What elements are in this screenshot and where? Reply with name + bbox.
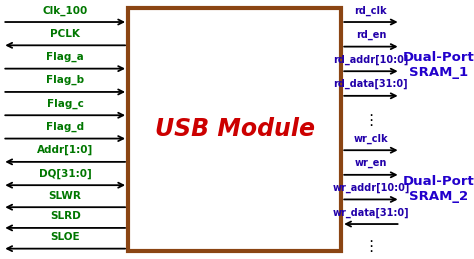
FancyBboxPatch shape [128, 8, 341, 251]
Text: SLRD: SLRD [50, 211, 81, 221]
Text: PCLK: PCLK [50, 29, 80, 39]
Text: Clk_100: Clk_100 [43, 5, 88, 16]
Text: rd_en: rd_en [356, 30, 386, 40]
Text: DQ[31:0]: DQ[31:0] [39, 168, 91, 179]
Text: rd_clk: rd_clk [355, 5, 387, 16]
Text: Dual-Port
SRAM_1: Dual-Port SRAM_1 [402, 51, 474, 79]
Text: rd_data[31:0]: rd_data[31:0] [334, 79, 408, 89]
Text: Addr[1:0]: Addr[1:0] [37, 145, 93, 155]
Text: Flag_c: Flag_c [47, 98, 83, 109]
Text: wr_clk: wr_clk [354, 133, 388, 144]
Text: Flag_d: Flag_d [46, 122, 84, 132]
Text: SLWR: SLWR [49, 191, 82, 201]
Text: SLOE: SLOE [50, 232, 80, 242]
Text: wr_en: wr_en [355, 158, 387, 168]
Text: Dual-Port
SRAM_2: Dual-Port SRAM_2 [402, 175, 474, 203]
Text: wr_data[31:0]: wr_data[31:0] [333, 207, 409, 218]
Text: ⋮: ⋮ [364, 239, 379, 254]
Text: Flag_b: Flag_b [46, 75, 84, 85]
Text: rd_addr[10:0]: rd_addr[10:0] [333, 54, 409, 65]
Text: USB Module: USB Module [155, 118, 315, 141]
Text: ⋮: ⋮ [364, 113, 379, 128]
Text: wr_addr[10:0]: wr_addr[10:0] [332, 183, 410, 193]
Text: Flag_a: Flag_a [46, 52, 84, 62]
